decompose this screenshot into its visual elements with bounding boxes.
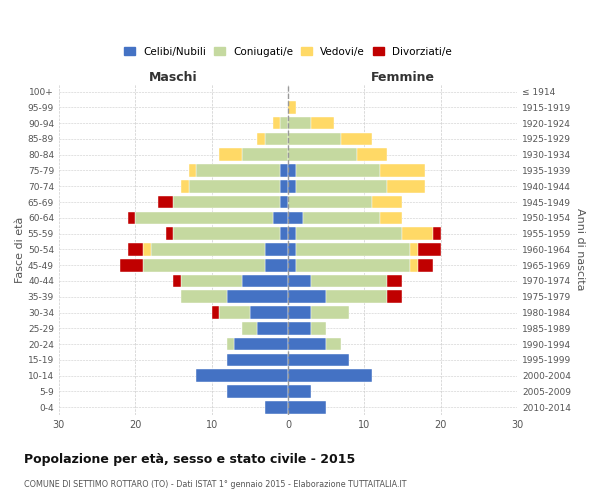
Bar xyxy=(311,117,334,130)
Bar xyxy=(265,259,288,272)
Bar xyxy=(288,259,296,272)
Bar xyxy=(143,243,151,256)
Bar xyxy=(219,148,242,161)
Bar xyxy=(326,338,341,350)
Bar xyxy=(387,274,403,287)
Bar xyxy=(288,101,296,114)
Bar xyxy=(288,338,326,350)
Bar xyxy=(181,274,242,287)
Bar xyxy=(219,306,250,319)
Bar xyxy=(188,164,196,177)
Bar xyxy=(410,259,418,272)
Bar xyxy=(288,132,341,145)
Bar xyxy=(242,322,257,334)
Bar xyxy=(380,164,425,177)
Bar xyxy=(410,243,418,256)
Bar xyxy=(280,117,288,130)
Bar xyxy=(280,196,288,208)
Bar xyxy=(212,306,219,319)
Bar xyxy=(242,274,288,287)
Bar xyxy=(151,243,265,256)
Bar xyxy=(280,228,288,240)
Bar xyxy=(272,212,288,224)
Bar xyxy=(433,228,440,240)
Bar xyxy=(128,212,135,224)
Bar xyxy=(227,338,235,350)
Bar xyxy=(288,228,296,240)
Bar xyxy=(158,196,173,208)
Bar xyxy=(288,243,296,256)
Bar xyxy=(288,401,326,413)
Bar xyxy=(288,290,326,303)
Bar xyxy=(288,164,296,177)
Bar xyxy=(288,354,349,366)
Bar xyxy=(372,196,403,208)
Bar xyxy=(356,148,387,161)
Bar xyxy=(272,117,280,130)
Bar xyxy=(181,180,188,192)
Bar xyxy=(288,196,372,208)
Text: Popolazione per età, sesso e stato civile - 2015: Popolazione per età, sesso e stato civil… xyxy=(24,452,355,466)
Text: COMUNE DI SETTIMO ROTTARO (TO) - Dati ISTAT 1° gennaio 2015 - Elaborazione TUTTA: COMUNE DI SETTIMO ROTTARO (TO) - Dati IS… xyxy=(24,480,407,489)
Bar xyxy=(387,180,425,192)
Bar xyxy=(128,243,143,256)
Bar xyxy=(288,322,311,334)
Bar xyxy=(387,290,403,303)
Bar xyxy=(326,290,387,303)
Text: Maschi: Maschi xyxy=(149,72,198,85)
Bar xyxy=(120,259,143,272)
Bar xyxy=(288,180,296,192)
Bar xyxy=(166,228,173,240)
Bar xyxy=(257,132,265,145)
Bar xyxy=(227,354,288,366)
Bar xyxy=(380,212,403,224)
Bar xyxy=(403,228,433,240)
Bar xyxy=(227,290,288,303)
Bar xyxy=(250,306,288,319)
Bar xyxy=(242,148,288,161)
Bar xyxy=(288,385,311,398)
Bar xyxy=(288,370,372,382)
Text: Femmine: Femmine xyxy=(370,72,434,85)
Bar xyxy=(288,306,311,319)
Bar xyxy=(303,212,380,224)
Bar xyxy=(341,132,372,145)
Bar xyxy=(265,401,288,413)
Bar xyxy=(311,274,387,287)
Bar xyxy=(296,228,403,240)
Bar xyxy=(265,243,288,256)
Bar xyxy=(188,180,280,192)
Bar xyxy=(173,274,181,287)
Bar xyxy=(288,148,356,161)
Legend: Celibi/Nubili, Coniugati/e, Vedovi/e, Divorziati/e: Celibi/Nubili, Coniugati/e, Vedovi/e, Di… xyxy=(120,42,456,61)
Bar xyxy=(265,132,288,145)
Bar xyxy=(418,259,433,272)
Bar xyxy=(143,259,265,272)
Bar xyxy=(288,212,303,224)
Bar xyxy=(173,228,280,240)
Y-axis label: Fasce di età: Fasce di età xyxy=(15,216,25,282)
Bar xyxy=(135,212,272,224)
Bar xyxy=(280,180,288,192)
Bar xyxy=(280,164,288,177)
Bar xyxy=(311,322,326,334)
Bar xyxy=(288,117,311,130)
Bar xyxy=(227,385,288,398)
Bar xyxy=(288,274,311,287)
Bar xyxy=(196,164,280,177)
Bar xyxy=(418,243,440,256)
Bar xyxy=(296,180,387,192)
Bar xyxy=(196,370,288,382)
Bar xyxy=(173,196,280,208)
Bar xyxy=(181,290,227,303)
Bar xyxy=(311,306,349,319)
Y-axis label: Anni di nascita: Anni di nascita xyxy=(575,208,585,290)
Bar xyxy=(296,259,410,272)
Bar xyxy=(296,243,410,256)
Bar xyxy=(257,322,288,334)
Bar xyxy=(296,164,380,177)
Bar xyxy=(235,338,288,350)
